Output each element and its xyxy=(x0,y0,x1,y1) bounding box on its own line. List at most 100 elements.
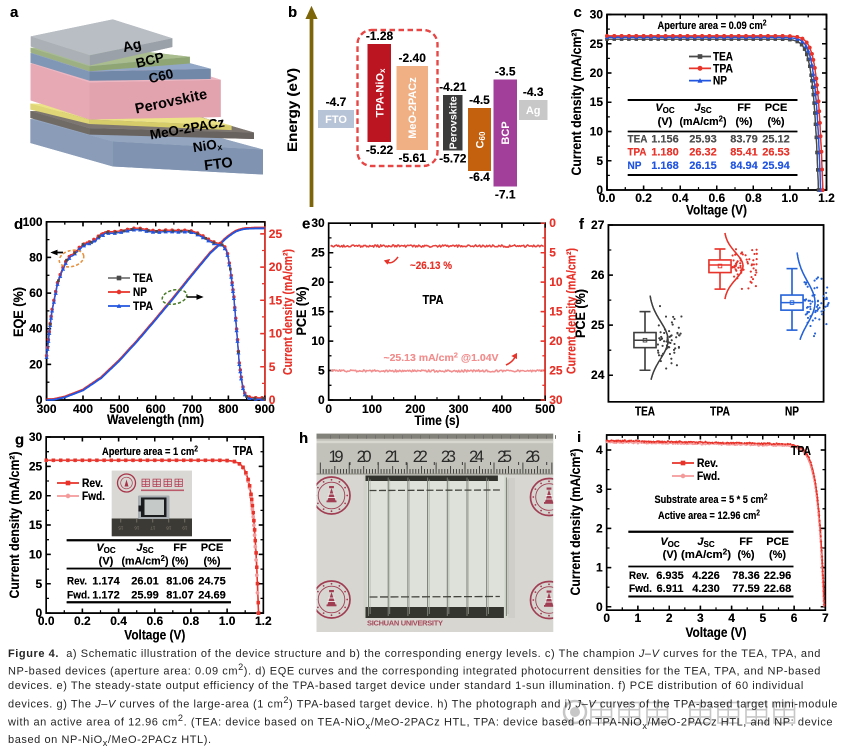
svg-text:TEA: TEA xyxy=(628,134,648,146)
svg-text:-1.28: -1.28 xyxy=(366,29,394,43)
svg-text:500: 500 xyxy=(535,402,555,416)
svg-text:PCE (%): PCE (%) xyxy=(294,287,309,336)
svg-text:Rev.: Rev. xyxy=(67,576,87,588)
svg-text:-5.22: -5.22 xyxy=(366,143,394,157)
svg-text:Aperture area = 1 cm2: Aperture area = 1 cm2 xyxy=(102,445,198,459)
svg-text:0.6: 0.6 xyxy=(146,614,163,628)
svg-text:81.06: 81.06 xyxy=(166,576,194,588)
svg-text:83.79: 83.79 xyxy=(730,134,758,146)
svg-text:TEA: TEA xyxy=(713,52,733,64)
svg-text:TEA: TEA xyxy=(133,273,153,285)
svg-text:6.911: 6.911 xyxy=(657,583,684,595)
svg-text:2: 2 xyxy=(666,611,673,625)
svg-text:40: 40 xyxy=(29,322,43,336)
svg-text:(%): (%) xyxy=(171,556,188,568)
svg-text:PCE: PCE xyxy=(765,102,788,114)
svg-text:0.0: 0.0 xyxy=(599,191,616,205)
svg-text:300: 300 xyxy=(37,402,57,416)
svg-text:26.53: 26.53 xyxy=(762,147,790,159)
svg-text:80: 80 xyxy=(29,250,43,264)
svg-text:30: 30 xyxy=(590,8,604,22)
svg-text:TPA: TPA xyxy=(713,63,733,75)
svg-text:(%): (%) xyxy=(735,116,752,128)
svg-text:TPA: TPA xyxy=(233,444,253,458)
svg-text:5: 5 xyxy=(759,611,766,625)
svg-text:81.07: 81.07 xyxy=(166,590,194,602)
svg-text:15: 15 xyxy=(29,518,43,532)
svg-text:5: 5 xyxy=(36,577,43,591)
svg-text:PCE: PCE xyxy=(201,542,224,554)
svg-text:JSC: JSC xyxy=(697,536,714,549)
svg-text:d: d xyxy=(14,216,23,233)
svg-text:1.2: 1.2 xyxy=(818,191,835,205)
svg-text:24: 24 xyxy=(469,448,484,466)
svg-text:400: 400 xyxy=(492,402,512,416)
svg-text:85.41: 85.41 xyxy=(730,147,758,159)
svg-text:7: 7 xyxy=(822,611,829,625)
svg-text:Voltage (V): Voltage (V) xyxy=(686,625,747,640)
svg-text:Wavelength (nm): Wavelength (nm) xyxy=(107,412,204,427)
svg-text:c: c xyxy=(574,4,582,21)
svg-text:0.6: 0.6 xyxy=(708,191,725,205)
svg-text:25.99: 25.99 xyxy=(131,590,159,602)
svg-text:30: 30 xyxy=(549,393,563,407)
svg-text:22.96: 22.96 xyxy=(764,570,792,582)
svg-text:400: 400 xyxy=(73,402,93,416)
svg-text:22.68: 22.68 xyxy=(764,583,792,595)
svg-text:Fwd.: Fwd. xyxy=(629,583,652,595)
svg-text:26.32: 26.32 xyxy=(689,147,717,159)
svg-text:~25.13 mA/cm2 @1.04V: ~25.13 mA/cm2 @1.04V xyxy=(383,351,498,365)
svg-text:15: 15 xyxy=(29,518,43,532)
svg-text:0: 0 xyxy=(325,402,332,416)
svg-text:(%): (%) xyxy=(769,549,786,561)
svg-text:5: 5 xyxy=(549,246,556,260)
svg-text:77.59: 77.59 xyxy=(732,583,760,595)
svg-text:-6.4: -6.4 xyxy=(469,170,490,184)
svg-text:0: 0 xyxy=(603,611,610,625)
svg-text:f: f xyxy=(579,216,585,233)
svg-text:-7.1: -7.1 xyxy=(495,188,516,202)
svg-text:TPA: TPA xyxy=(133,301,153,313)
svg-text:15: 15 xyxy=(311,305,325,319)
svg-text:0: 0 xyxy=(325,402,332,416)
svg-text:VOC: VOC xyxy=(660,536,680,549)
svg-text:NP: NP xyxy=(133,287,147,299)
svg-text:26: 26 xyxy=(525,448,540,466)
svg-text:25.93: 25.93 xyxy=(689,134,717,146)
svg-text:0.2: 0.2 xyxy=(635,191,652,205)
svg-text:15: 15 xyxy=(549,305,563,319)
svg-text:4.230: 4.230 xyxy=(692,583,720,595)
svg-text:(%): (%) xyxy=(735,116,752,128)
svg-text:h: h xyxy=(299,430,308,447)
svg-text:6: 6 xyxy=(791,611,798,625)
svg-text:Voltage (V): Voltage (V) xyxy=(686,203,747,218)
svg-text:100: 100 xyxy=(23,215,43,229)
svg-text:0: 0 xyxy=(318,393,325,407)
svg-text:25: 25 xyxy=(269,227,283,241)
svg-text:5: 5 xyxy=(318,364,325,378)
svg-text:400: 400 xyxy=(73,402,93,416)
svg-text:5: 5 xyxy=(549,246,556,260)
svg-text:TPA: TPA xyxy=(233,444,253,458)
svg-text:5: 5 xyxy=(269,360,276,374)
svg-text:i: i xyxy=(577,429,581,446)
svg-text:-4.21: -4.21 xyxy=(439,80,467,94)
svg-text:b: b xyxy=(288,4,297,21)
svg-text:0.2: 0.2 xyxy=(74,614,91,628)
svg-text:h: h xyxy=(299,430,308,447)
svg-text:900: 900 xyxy=(255,402,275,416)
svg-text:Wavelength (nm): Wavelength (nm) xyxy=(107,412,204,427)
svg-text:26.01: 26.01 xyxy=(131,576,159,588)
svg-text:25.12: 25.12 xyxy=(762,134,790,146)
svg-text:0.4: 0.4 xyxy=(672,191,689,205)
svg-text:TPA: TPA xyxy=(628,147,647,159)
svg-text:JSC: JSC xyxy=(694,102,711,115)
svg-text:27: 27 xyxy=(591,218,605,232)
svg-text:21: 21 xyxy=(385,448,400,466)
svg-text:(mA/cm2): (mA/cm2) xyxy=(122,554,169,568)
svg-text:25: 25 xyxy=(590,37,604,51)
svg-text:0.2: 0.2 xyxy=(635,191,652,205)
svg-text:20: 20 xyxy=(269,260,283,274)
svg-text:1.2: 1.2 xyxy=(255,614,272,628)
svg-text:700: 700 xyxy=(182,402,202,416)
